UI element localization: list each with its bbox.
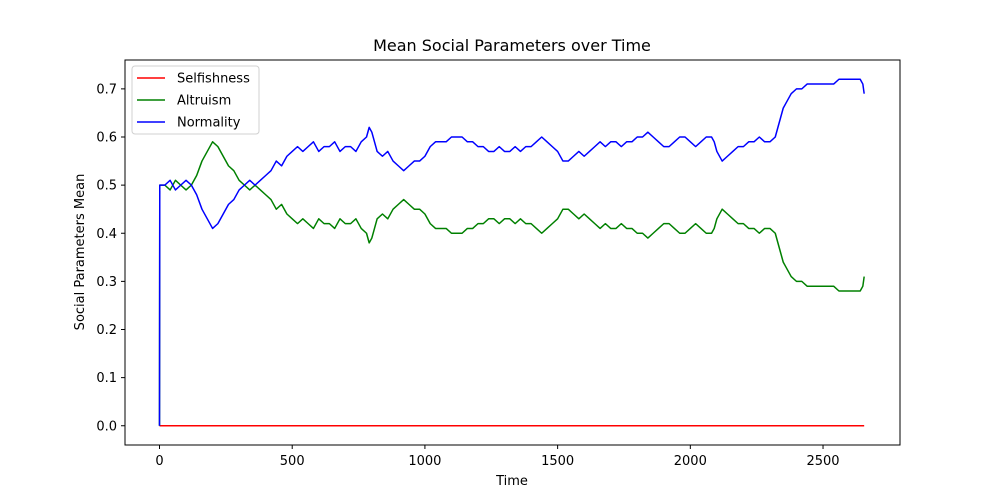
series-line-altruism xyxy=(158,141,865,426)
y-tick-label: 0.5 xyxy=(96,179,117,194)
series-layer xyxy=(158,78,865,427)
legend-label-altruism: Altruism xyxy=(177,94,231,109)
x-tick-label: 2500 xyxy=(806,454,839,469)
y-tick-label: 0.3 xyxy=(96,275,117,290)
y-tick-label: 0.1 xyxy=(96,371,117,386)
x-axis-label: Time xyxy=(495,474,528,489)
y-tick-label: 0.6 xyxy=(96,131,117,146)
y-tick-label: 0.0 xyxy=(96,419,117,434)
legend-box xyxy=(131,65,260,135)
y-axis: 0.0 0.1 0.2 0.3 0.4 0.5 0.6 0.7 xyxy=(96,82,125,434)
series-line-normality xyxy=(158,78,865,426)
x-tick-label: 0 xyxy=(155,454,163,469)
legend: Selfishness Altruism Normality xyxy=(131,65,260,135)
y-axis-label: Social Parameters Mean xyxy=(73,174,88,331)
chart-title: Mean Social Parameters over Time xyxy=(373,36,651,55)
legend-label-normality: Normality xyxy=(177,116,241,131)
plot-frame xyxy=(124,59,901,446)
x-tick-label: 1000 xyxy=(408,454,441,469)
x-tick-label: 2000 xyxy=(674,454,707,469)
x-axis: 0 500 1000 1500 2000 2500 xyxy=(155,445,840,469)
legend-label-selfishness: Selfishness xyxy=(177,72,250,87)
y-tick-label: 0.4 xyxy=(96,227,117,242)
y-tick-label: 0.2 xyxy=(96,323,117,338)
x-tick-label: 1500 xyxy=(541,454,574,469)
x-tick-label: 500 xyxy=(280,454,305,469)
y-tick-label: 0.7 xyxy=(96,82,117,97)
